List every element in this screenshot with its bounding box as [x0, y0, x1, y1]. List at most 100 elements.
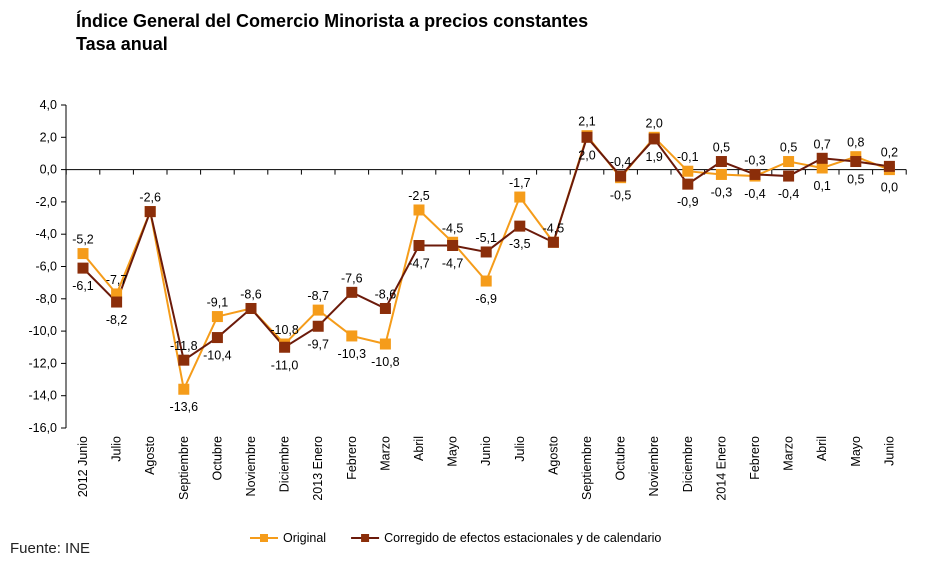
data-label: -2,6 — [139, 191, 161, 205]
y-tick-label: 0,0 — [40, 163, 57, 177]
y-tick-label: -16,0 — [29, 421, 58, 435]
data-label: 0,0 — [881, 181, 898, 195]
y-tick-label: -14,0 — [29, 389, 58, 403]
y-tick-label: -2,0 — [35, 195, 57, 209]
y-tick-label: 2,0 — [40, 130, 57, 144]
data-label: -0,1 — [677, 150, 699, 164]
data-label: 0,5 — [847, 173, 864, 187]
data-label: -0,3 — [744, 153, 766, 167]
data-point — [715, 156, 727, 168]
x-tick-label: Marzo — [378, 436, 392, 471]
legend-label: Corregido de efectos estacionales y de c… — [384, 531, 661, 545]
data-point — [144, 206, 156, 218]
data-label: -7,7 — [106, 273, 128, 287]
data-point — [581, 131, 593, 143]
data-point — [77, 248, 89, 260]
x-tick-label: Agosto — [143, 436, 157, 475]
x-tick-label: 2012 Junio — [76, 436, 90, 497]
data-label: -6,9 — [475, 292, 497, 306]
x-tick-label: Septiembre — [580, 436, 594, 500]
data-label: -0,4 — [778, 187, 800, 201]
data-label: -5,1 — [475, 231, 497, 245]
data-point — [480, 275, 492, 287]
data-label: -8,2 — [106, 313, 128, 327]
y-tick-label: 4,0 — [40, 98, 57, 112]
x-tick-label: Octubre — [210, 436, 224, 481]
data-point — [211, 311, 223, 323]
data-label: -7,6 — [341, 271, 363, 285]
data-point — [514, 220, 526, 232]
legend-label: Original — [283, 531, 326, 545]
x-tick-label: Diciembre — [278, 436, 292, 492]
data-point — [447, 240, 459, 252]
data-label: -4,7 — [408, 257, 430, 271]
data-label: -0,9 — [677, 195, 699, 209]
x-tick-label: Junio — [479, 436, 493, 466]
data-point — [783, 170, 795, 182]
x-tick-label: 2013 Enero — [311, 436, 325, 501]
data-point — [211, 332, 223, 344]
data-point — [312, 304, 324, 316]
data-label: -10,3 — [338, 347, 367, 361]
data-label: -13,6 — [170, 400, 199, 414]
data-point — [749, 168, 761, 180]
y-tick-label: -12,0 — [29, 356, 58, 370]
source-note: Fuente: INE — [10, 540, 91, 557]
x-tick-label: Noviembre — [244, 436, 258, 496]
data-label: 0,2 — [881, 145, 898, 159]
data-point — [816, 162, 828, 174]
data-point — [783, 156, 795, 168]
data-label: -5,2 — [72, 233, 94, 247]
legend: Original Corregido de efectos estacionale… — [250, 531, 661, 545]
x-tick-label: Diciembre — [681, 436, 695, 492]
data-point — [111, 288, 123, 300]
data-point — [850, 156, 862, 168]
data-label: 2,1 — [578, 115, 595, 129]
data-label: -0,4 — [610, 155, 632, 169]
data-label: -10,8 — [270, 323, 299, 337]
data-point — [312, 320, 324, 332]
data-label: 0,8 — [847, 136, 864, 150]
data-point — [379, 302, 391, 314]
data-label: 0,1 — [814, 179, 831, 193]
x-tick-label: Febrero — [345, 436, 359, 480]
y-tick-label: -4,0 — [35, 227, 57, 241]
x-tick-label: Octubre — [614, 436, 628, 481]
data-label: -11,0 — [271, 358, 299, 372]
data-label: -8,6 — [375, 287, 397, 301]
x-tick-label: Abril — [815, 436, 829, 461]
y-tick-label: -8,0 — [35, 292, 57, 306]
data-point — [245, 302, 257, 314]
data-label: 0,5 — [713, 141, 730, 155]
x-tick-label: 2014 Enero — [714, 436, 728, 501]
y-tick-label: -10,0 — [29, 324, 58, 338]
data-point — [682, 178, 694, 190]
data-point — [816, 152, 828, 164]
data-label: 0,7 — [814, 137, 831, 151]
x-tick-label: Julio — [513, 436, 527, 462]
data-point — [883, 160, 895, 172]
data-point — [346, 330, 358, 342]
data-label: -3,5 — [509, 237, 531, 251]
data-point — [413, 240, 425, 252]
x-tick-label: Agosto — [546, 436, 560, 475]
x-tick-label: Noviembre — [647, 436, 661, 496]
x-tick-label: Junio — [882, 436, 896, 466]
data-point — [715, 168, 727, 180]
data-label: -6,1 — [72, 279, 94, 293]
data-point — [346, 286, 358, 298]
data-label: 0,5 — [780, 141, 797, 155]
data-point — [413, 204, 425, 216]
data-label: -9,1 — [207, 296, 229, 310]
title: Índice General del Comercio Minorista a … — [76, 11, 589, 31]
legend-marker — [361, 534, 370, 542]
data-label: 1,9 — [646, 150, 663, 164]
x-tick-label: Julio — [110, 436, 124, 462]
data-label: -4,5 — [442, 221, 464, 235]
data-label: -8,6 — [240, 287, 262, 301]
data-label: 2,0 — [646, 116, 663, 130]
x-tick-label: Febrero — [748, 436, 762, 480]
data-point — [547, 236, 559, 248]
data-point — [178, 383, 190, 395]
